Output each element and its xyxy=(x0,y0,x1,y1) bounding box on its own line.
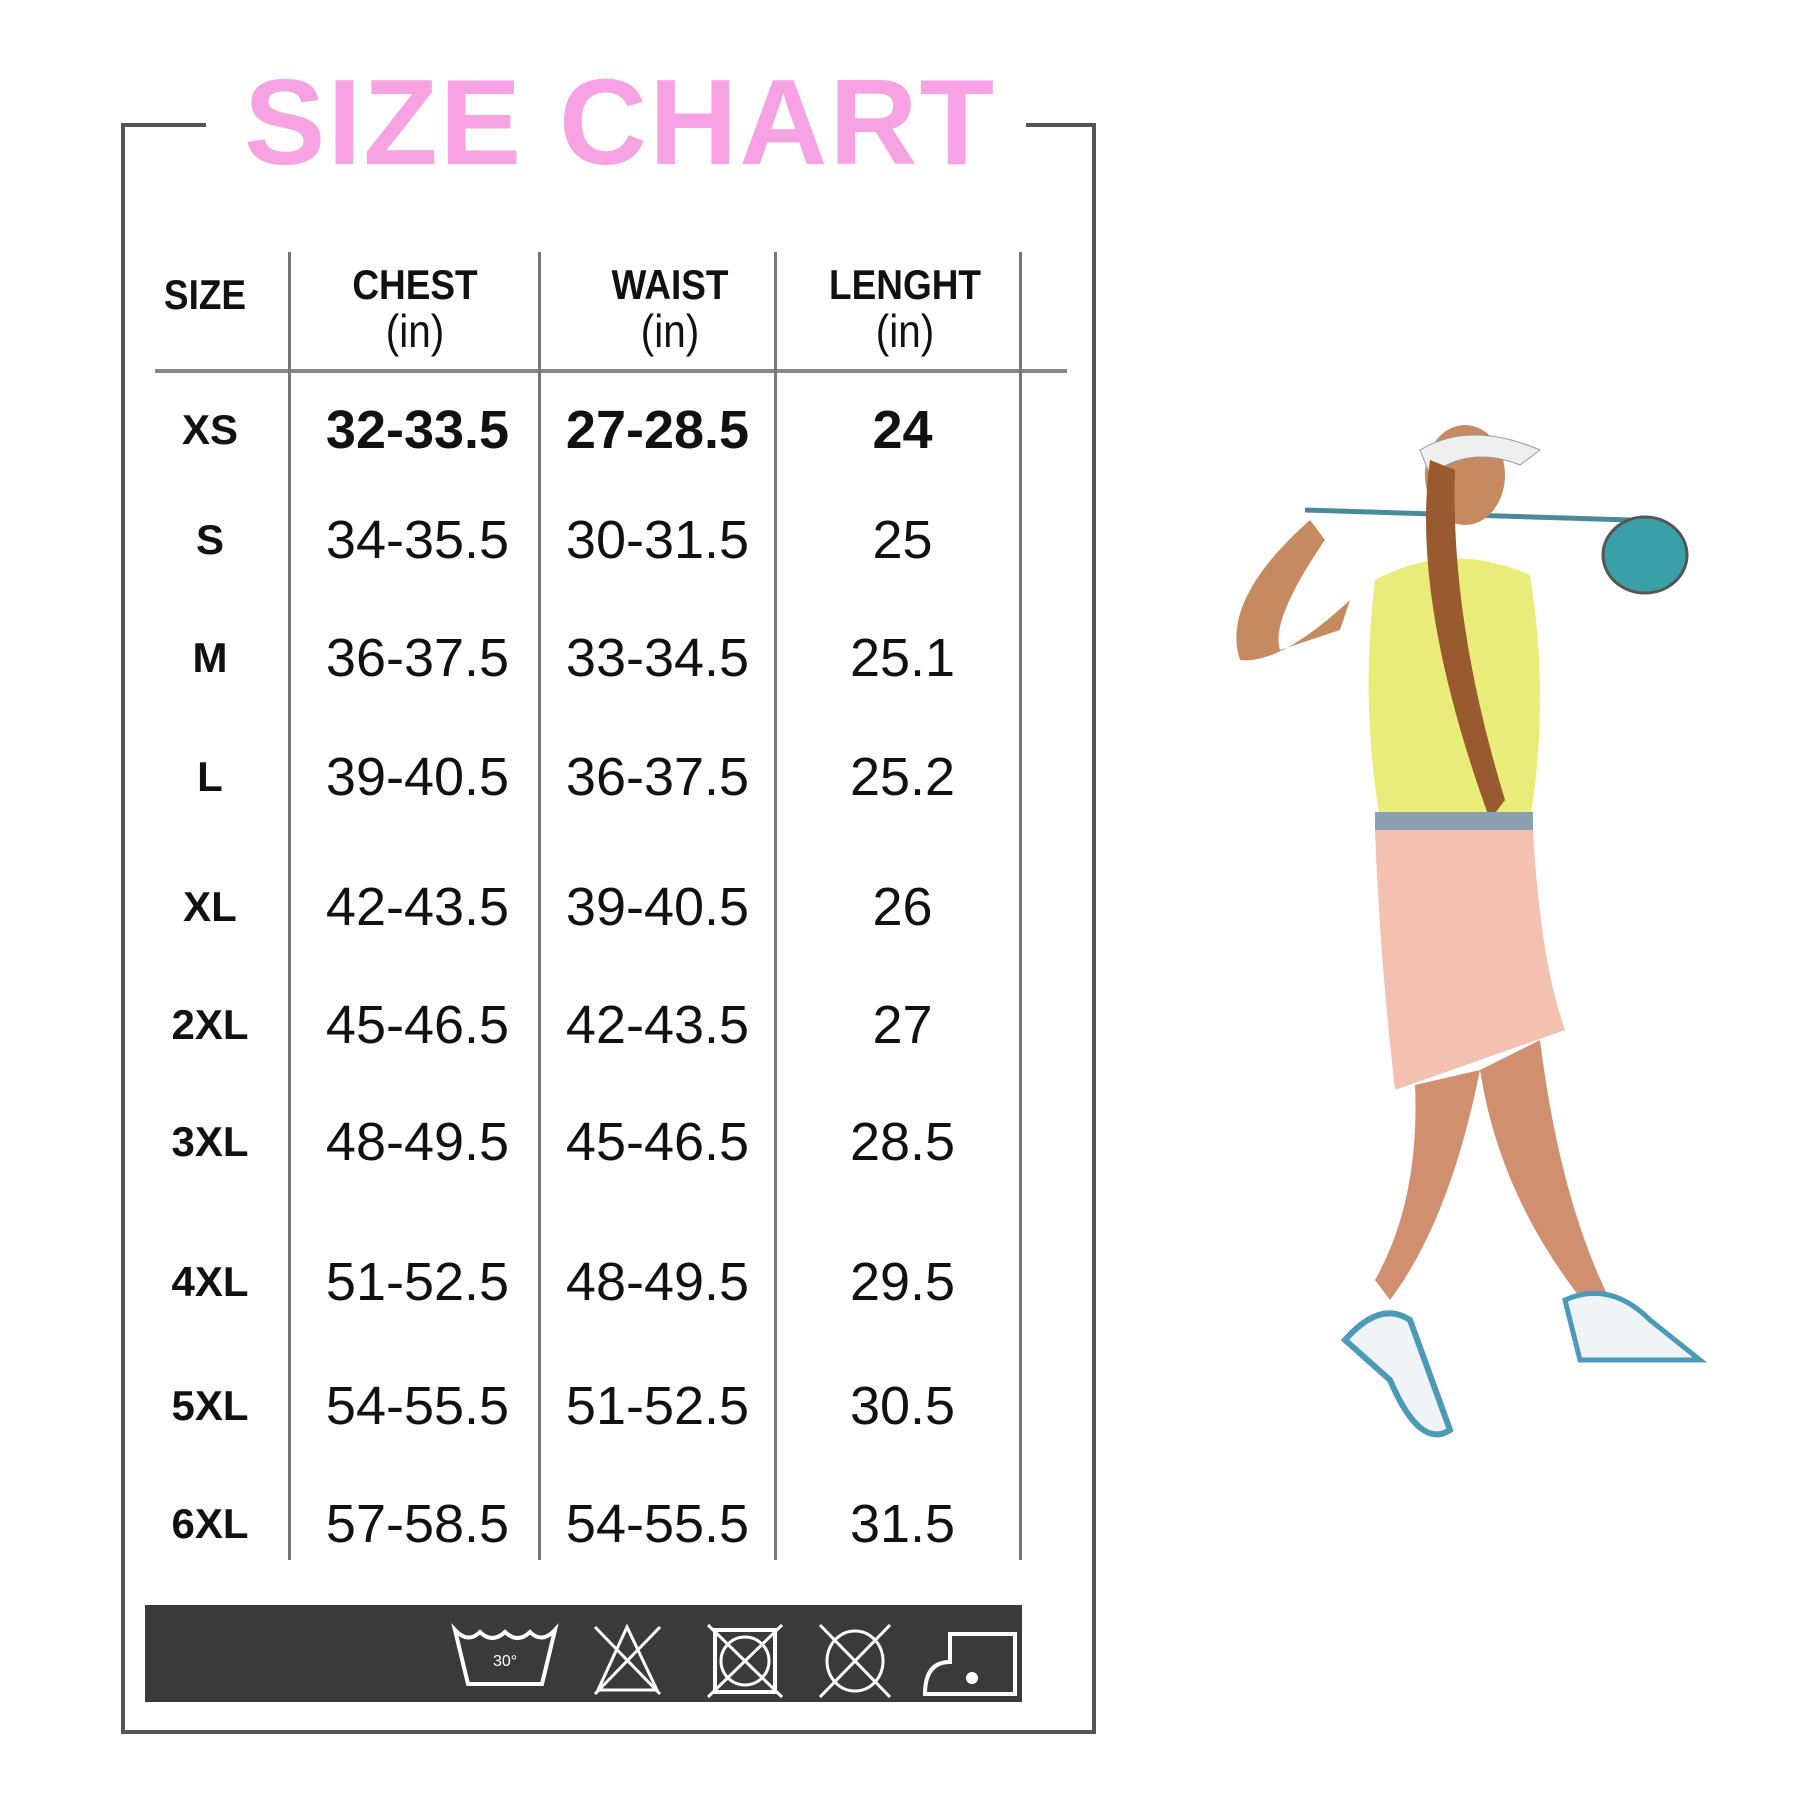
cell-size: 4XL xyxy=(171,1258,249,1305)
cell-size: L xyxy=(197,753,223,800)
wash-30-icon: 30° xyxy=(451,1623,559,1686)
no-bleach-icon xyxy=(593,1623,662,1696)
header-length-unit: (in) xyxy=(875,305,935,357)
column-divider xyxy=(288,252,291,1560)
cell-chest: 42-43.5 xyxy=(325,877,510,937)
cell-waist: 27-28.5 xyxy=(565,400,750,460)
header-chest-label: CHEST xyxy=(352,261,478,308)
header-length-label: LENGHT xyxy=(829,261,981,308)
cell-chest: 32-33.5 xyxy=(325,400,510,460)
wash-temp-label: 30° xyxy=(493,1653,517,1670)
cell-size: M xyxy=(192,634,228,681)
cell-length: 25 xyxy=(872,510,933,570)
column-divider xyxy=(774,252,777,1560)
cell-waist: 33-34.5 xyxy=(565,628,750,688)
cell-chest: 51-52.5 xyxy=(325,1252,510,1312)
header-size: SIZE xyxy=(148,272,262,318)
care-instructions-bar xyxy=(145,1605,1022,1702)
cell-size: 6XL xyxy=(171,1500,249,1547)
header-size-label: SIZE xyxy=(163,271,247,318)
header-chest: CHEST (in) xyxy=(327,261,503,357)
cell-waist: 36-37.5 xyxy=(565,747,750,807)
cell-size: 5XL xyxy=(171,1382,249,1429)
column-divider xyxy=(1019,252,1022,1560)
cell-size: S xyxy=(195,516,224,563)
header-waist-label: WAIST xyxy=(611,261,729,308)
cell-length: 29.5 xyxy=(849,1252,956,1312)
header-divider xyxy=(155,369,1067,373)
cell-chest: 57-58.5 xyxy=(325,1494,510,1554)
header-chest-unit: (in) xyxy=(385,305,445,357)
cell-waist: 48-49.5 xyxy=(565,1252,750,1312)
frame-left xyxy=(121,123,125,1733)
cell-waist: 45-46.5 xyxy=(565,1112,750,1172)
cell-size: XL xyxy=(183,883,237,930)
header-waist-unit: (in) xyxy=(640,305,700,357)
frame-top-left xyxy=(121,123,206,127)
golfer-photo xyxy=(1236,425,1708,1438)
cell-length: 27 xyxy=(872,995,933,1055)
frame-right xyxy=(1092,123,1096,1733)
cell-length: 26 xyxy=(872,877,933,937)
cell-chest: 54-55.5 xyxy=(325,1376,510,1436)
cell-length: 25.2 xyxy=(849,747,956,807)
cell-length: 28.5 xyxy=(849,1112,956,1172)
no-tumble-dry-icon xyxy=(706,1623,784,1699)
cell-chest: 34-35.5 xyxy=(325,510,510,570)
cell-waist: 54-55.5 xyxy=(565,1494,750,1554)
column-divider xyxy=(538,252,541,1560)
cell-waist: 30-31.5 xyxy=(565,510,750,570)
header-waist: WAIST (in) xyxy=(582,261,758,357)
cell-chest: 48-49.5 xyxy=(325,1112,510,1172)
cell-chest: 39-40.5 xyxy=(325,747,510,807)
cell-length: 24 xyxy=(872,400,933,460)
header-length: LENGHT (in) xyxy=(813,261,998,357)
cell-chest: 36-37.5 xyxy=(325,628,510,688)
cell-waist: 51-52.5 xyxy=(565,1376,750,1436)
cell-waist: 39-40.5 xyxy=(565,877,750,937)
cell-length: 30.5 xyxy=(849,1376,956,1436)
no-dry-clean-icon xyxy=(818,1623,892,1699)
cell-size: 3XL xyxy=(171,1118,249,1165)
cell-length: 25.1 xyxy=(849,628,956,688)
frame-top-right xyxy=(1026,123,1096,127)
cell-size: 2XL xyxy=(171,1001,249,1048)
cell-waist: 42-43.5 xyxy=(565,995,750,1055)
iron-low-icon xyxy=(922,1632,1017,1696)
page-title: SIZE CHART xyxy=(244,54,996,190)
cell-length: 31.5 xyxy=(849,1494,956,1554)
frame-bottom xyxy=(121,1730,1096,1734)
cell-size: XS xyxy=(181,406,239,453)
cell-chest: 45-46.5 xyxy=(325,995,510,1055)
